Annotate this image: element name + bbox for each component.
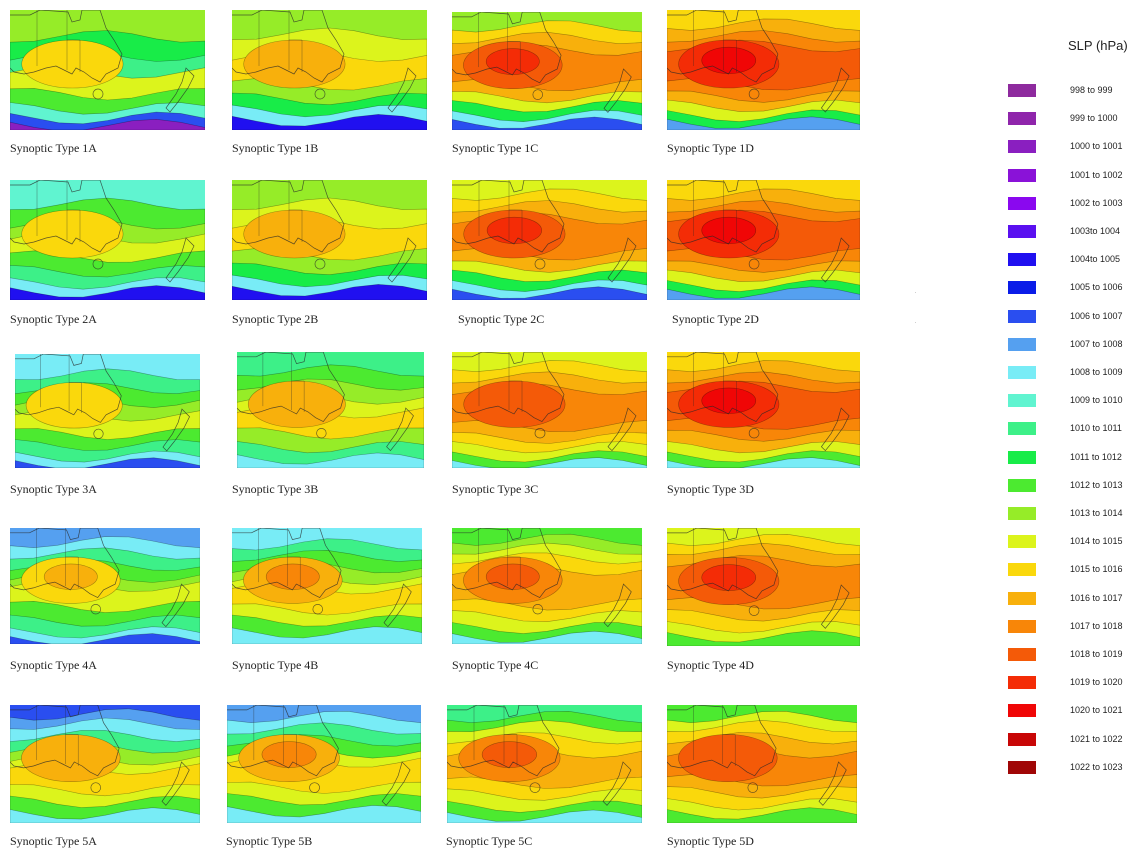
panel-caption: Synoptic Type 3C	[452, 482, 539, 496]
slp-contour-map	[447, 705, 642, 823]
slp-contour-map	[667, 352, 860, 468]
legend-label: 1003to 1004	[1070, 226, 1121, 236]
legend-swatch	[1008, 535, 1036, 549]
legend-label: 1012 to 1013	[1070, 479, 1123, 490]
panel-caption: Synoptic Type 2D	[672, 312, 759, 326]
panel-caption: Synoptic Type 4C	[452, 658, 539, 672]
legend-swatch	[1008, 478, 1036, 492]
panel-caption: Synoptic Type 4D	[667, 658, 754, 672]
legend-label: 999 to 1000	[1070, 113, 1118, 124]
legend-swatch	[1008, 422, 1036, 436]
panel-caption: Synoptic Type 3D	[667, 482, 754, 496]
legend-swatch	[1008, 309, 1036, 323]
legend-label: 1011 to 1012	[1070, 451, 1122, 462]
legend-label: 1016 to 1017	[1070, 592, 1123, 603]
legend-swatch	[1008, 760, 1036, 774]
slp-contour-map	[452, 352, 647, 468]
legend-label: 1006 to 1007	[1070, 310, 1123, 321]
panel-caption: Synoptic Type 3B	[232, 482, 319, 496]
legend-label: 1007 to 1008	[1070, 338, 1123, 349]
legend-swatch	[1008, 140, 1036, 154]
panel-caption: Synoptic Type 4B	[232, 658, 319, 672]
slp-contour-map	[452, 528, 642, 644]
legend-swatch	[1008, 591, 1036, 605]
slp-contour-map	[667, 705, 857, 823]
legend-label: 1008 to 1009	[1070, 367, 1123, 377]
divider-mark	[915, 292, 916, 293]
slp-contour-map	[232, 528, 422, 644]
legend-swatch	[1008, 563, 1036, 577]
panel-caption: Synoptic Type 1B	[232, 141, 319, 155]
legend-swatch	[1008, 676, 1036, 690]
panel-caption: Synoptic Type 1A	[10, 141, 97, 155]
panel-caption: Synoptic Type 2A	[10, 312, 97, 326]
legend-label: 1022 to 1023	[1070, 761, 1123, 772]
legend-label: 1013 to 1014	[1070, 508, 1123, 518]
legend-swatch	[1008, 366, 1036, 379]
slp-contour-map	[237, 352, 424, 468]
panel-caption: Synoptic Type 4A	[10, 658, 97, 672]
legend-swatch	[1008, 168, 1036, 182]
panel-caption: Synoptic Type 1D	[667, 141, 754, 155]
legend-label: 1018 to 1019	[1070, 649, 1123, 659]
panel-caption: Synoptic Type 5A	[10, 834, 97, 848]
legend-swatch	[1008, 394, 1036, 408]
divider-mark	[915, 322, 916, 323]
legend-swatch	[1008, 112, 1036, 126]
panel-caption: Synoptic Type 1C	[452, 141, 539, 155]
slp-contour-map	[232, 10, 427, 130]
legend-swatch	[1008, 84, 1036, 97]
slp-contour-map	[452, 180, 647, 300]
slp-contour-map	[227, 705, 421, 823]
legend-label: 1004to 1005	[1070, 254, 1121, 265]
slp-contour-map	[667, 10, 860, 130]
legend-label: 1014 to 1015	[1070, 536, 1123, 547]
legend-label: 1020 to 1021	[1070, 705, 1123, 716]
legend-label: 1017 to 1018	[1070, 620, 1123, 631]
panel-caption: Synoptic Type 5D	[667, 834, 754, 848]
slp-contour-map	[15, 354, 200, 468]
legend-swatch	[1008, 281, 1036, 295]
legend-label: 1021 to 1022	[1070, 733, 1123, 744]
legend-swatch	[1008, 450, 1036, 464]
legend-label: 1015 to 1016	[1070, 564, 1123, 575]
slp-contour-map	[232, 180, 427, 300]
panel-caption: Synoptic Type 5B	[226, 834, 313, 848]
legend-label: 998 to 999	[1070, 85, 1113, 95]
panel-caption: Synoptic Type 2B	[232, 312, 319, 326]
legend-swatch	[1008, 196, 1036, 210]
slp-contour-map	[10, 705, 200, 823]
legend-swatch	[1008, 732, 1036, 746]
slp-contour-map	[667, 528, 860, 646]
slp-contour-map	[452, 12, 642, 130]
legend-label: 1002 to 1003	[1070, 197, 1123, 208]
slp-contour-map	[667, 180, 860, 300]
legend-swatch	[1008, 253, 1036, 267]
legend-swatch	[1008, 704, 1036, 718]
legend-swatch	[1008, 337, 1036, 351]
legend-label: 1019 to 1020	[1070, 677, 1123, 688]
legend-label: 1009 to 1010	[1070, 395, 1123, 406]
panel-caption: Synoptic Type 3A	[10, 482, 97, 496]
legend-label: 1000 to 1001	[1070, 141, 1123, 152]
panel-caption: Synoptic Type 2C	[458, 312, 545, 326]
legend-label: 1010 to 1011	[1070, 423, 1122, 434]
panel-caption: Synoptic Type 5C	[446, 834, 533, 848]
legend-swatch	[1008, 507, 1036, 520]
slp-contour-map	[10, 10, 205, 130]
legend-label: 1005 to 1006	[1070, 282, 1123, 293]
slp-contour-map	[10, 180, 205, 300]
legend-title: SLP (hPa)	[1068, 38, 1128, 53]
legend-label: 1001 to 1002	[1070, 169, 1123, 180]
slp-contour-map	[10, 528, 200, 644]
legend-swatch	[1008, 619, 1036, 633]
legend-swatch	[1008, 648, 1036, 661]
legend-swatch	[1008, 225, 1036, 238]
